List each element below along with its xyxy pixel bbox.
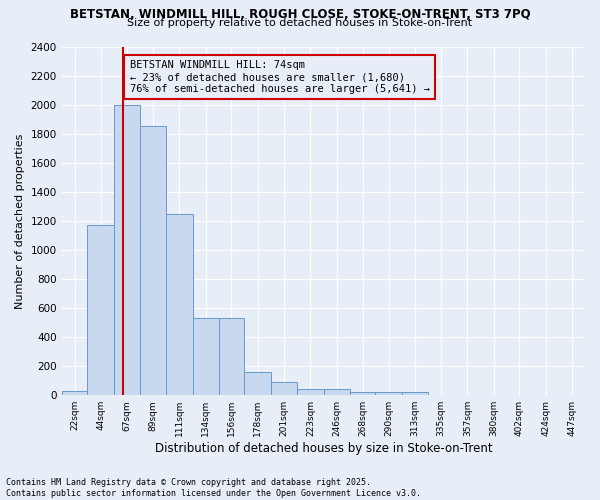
Bar [376, 392, 403, 395]
Text: BETSTAN WINDMILL HILL: 74sqm
← 23% of detached houses are smaller (1,680)
76% of: BETSTAN WINDMILL HILL: 74sqm ← 23% of de… [130, 60, 430, 94]
Bar [193, 318, 218, 395]
Bar [166, 214, 193, 395]
Bar [140, 126, 166, 395]
Text: Contains HM Land Registry data © Crown copyright and database right 2025.
Contai: Contains HM Land Registry data © Crown c… [6, 478, 421, 498]
Bar [350, 392, 376, 395]
Bar [271, 382, 297, 395]
Bar [218, 318, 244, 395]
Bar [324, 390, 350, 395]
Y-axis label: Number of detached properties: Number of detached properties [15, 133, 25, 308]
Bar [244, 372, 271, 395]
X-axis label: Distribution of detached houses by size in Stoke-on-Trent: Distribution of detached houses by size … [155, 442, 492, 455]
Bar [115, 104, 140, 395]
Bar [62, 391, 88, 395]
Bar [88, 225, 115, 395]
Bar [403, 392, 428, 395]
Bar [297, 390, 324, 395]
Text: Size of property relative to detached houses in Stoke-on-Trent: Size of property relative to detached ho… [127, 18, 473, 28]
Text: BETSTAN, WINDMILL HILL, ROUGH CLOSE, STOKE-ON-TRENT, ST3 7PQ: BETSTAN, WINDMILL HILL, ROUGH CLOSE, STO… [70, 8, 530, 20]
